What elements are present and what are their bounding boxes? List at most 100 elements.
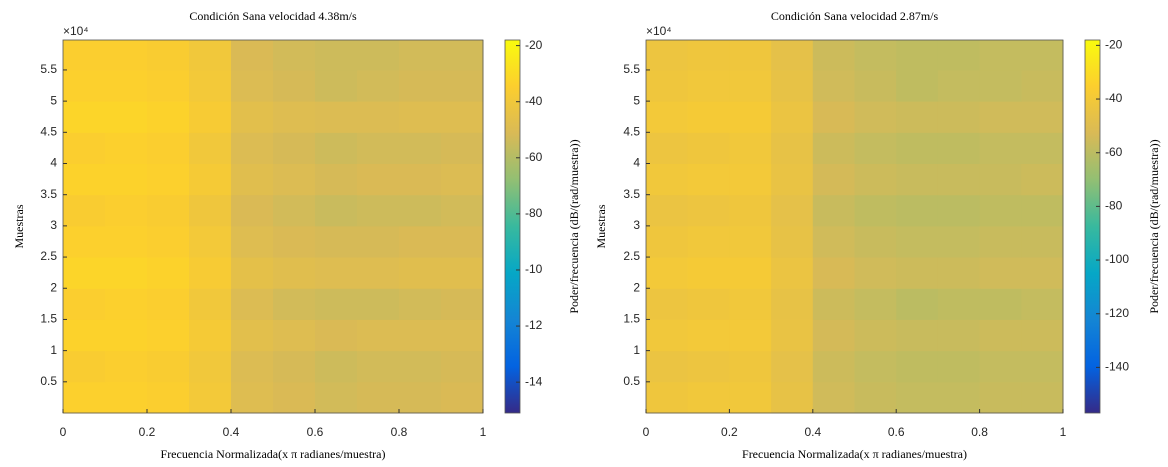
x-tick-label: 0.2 [139,425,156,439]
colorbar-tick-label: -60 [1105,145,1123,159]
x-tick-label: 0.4 [804,425,821,439]
heatmap-cell [147,225,190,258]
heatmap-cell [231,101,274,133]
heatmap-cell [273,163,316,196]
heatmap-cell [979,69,1022,102]
colorbar-tick-label: -10 [525,262,543,276]
heatmap-cell [771,40,814,71]
heatmap-cell [854,40,897,71]
heatmap-cell [896,40,939,71]
y-tick-label: 3.5 [40,187,57,201]
heatmap-cell [147,257,190,289]
heatmap-cell [357,225,400,258]
heatmap-cell [315,69,358,102]
colorbar-label: Poder/frecuencia (dB/(rad/muestra)) [567,139,581,313]
heatmap-cell [315,132,358,165]
colorbar [504,39,521,414]
heatmap-cell [315,257,358,289]
colorbar-tick-label: -140 [1105,360,1129,374]
heatmap-cell [937,194,981,227]
heatmap-cell [105,225,148,258]
heatmap-cell [1021,257,1064,289]
colorbar-tick-label: -80 [1105,199,1123,213]
x-axis-label: Frecuencia Normalizada(x π radianes/mues… [161,447,386,461]
heatmap-cell [105,40,148,71]
heatmap-cell [441,257,484,289]
heatmap-cell [315,350,358,383]
heatmap-cell [105,194,148,227]
heatmap-cell [315,101,358,133]
heatmap-cell [315,319,358,352]
heatmap-cell [729,101,772,133]
heatmap-cell [105,257,148,289]
heatmap-cell [357,288,400,320]
heatmap-cell [771,381,814,414]
heatmap-cell [646,381,689,414]
heatmap-cell [896,69,939,102]
x-tick-label: 0 [60,425,67,439]
x-tick-label: 0.8 [971,425,988,439]
heatmap-cell [854,381,897,414]
heatmap-cell [896,350,939,383]
heatmap-cell [63,257,106,289]
heatmap-cell [1021,319,1064,352]
heatmap-cell [1021,350,1064,383]
y-tick-label: 1 [50,343,57,357]
y-axis-label: Muestras [12,204,26,248]
heatmap-cell [729,319,772,352]
heatmap-cell [399,225,442,258]
heatmap-cell [399,69,442,102]
heatmap-cell [979,132,1022,165]
heatmap-cell [646,101,689,133]
heatmap-cell [189,132,232,165]
heatmap-cell [63,288,106,320]
heatmap-cell [854,288,897,320]
y-tick-label: 4 [50,156,57,170]
heatmap-cell [896,319,939,352]
heatmap-cell [231,225,274,258]
heatmap-cell [771,319,814,352]
heatmap-cell [1021,163,1064,196]
heatmap-cell [357,194,400,227]
heatmap-cell [812,257,855,289]
plot-frame [645,39,1064,414]
heatmap-cell [687,40,730,71]
y-tick-label: 1.5 [40,312,57,326]
heatmap-cell [63,40,106,71]
heatmap-cell [147,319,190,352]
heatmap-cell [854,225,897,258]
heatmap-cell [771,288,814,320]
heatmap-cell [441,40,484,71]
heatmap-cell [812,101,855,133]
heatmap-cell [937,350,981,383]
heatmap-cell [1021,132,1064,165]
heatmap-cell [399,132,442,165]
heatmap-cell [937,69,981,102]
y-tick-label: 5.5 [40,62,57,76]
colorbar-label: Poder/frecuencia (dB/(rad/muestra)) [1147,139,1161,313]
heatmap-cell [687,101,730,133]
heatmap-cell [896,101,939,133]
colorbar-tick-label: -80 [525,206,543,220]
y-tick-label: 3 [633,218,640,232]
heatmap-cell [315,288,358,320]
heatmap-cell [937,132,981,165]
heatmap-cell [105,288,148,320]
heatmap-cell [687,381,730,414]
heatmap-cell [189,257,232,289]
chart-title: Condición Sana velocidad 2.87m/s [771,9,939,23]
heatmap-cell [771,350,814,383]
heatmap-cell [687,194,730,227]
heatmap-cell [937,288,981,320]
heatmap-cell [812,288,855,320]
heatmap-cell [729,257,772,289]
heatmap-cell [231,69,274,102]
y-tick-label: 2.5 [623,249,640,263]
heatmap-cell [105,319,148,352]
heatmap-cell [399,381,442,414]
heatmap-cell [812,132,855,165]
heatmap-cell [687,257,730,289]
heatmap-cell [441,101,484,133]
heatmap-cell [399,101,442,133]
